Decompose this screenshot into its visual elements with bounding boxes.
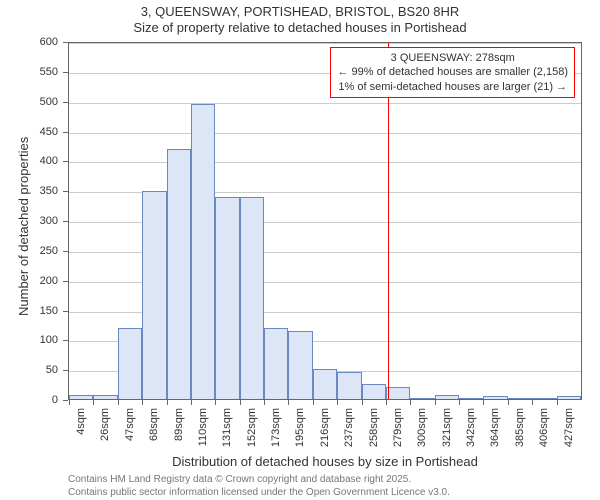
y-axis-label: Number of detached properties <box>16 137 31 316</box>
title-line-1: 3, QUEENSWAY, PORTISHEAD, BRISTOL, BS20 … <box>0 4 600 20</box>
histogram-bar <box>483 396 507 399</box>
x-axis-label: Distribution of detached houses by size … <box>68 454 582 469</box>
histogram-bar <box>410 398 434 399</box>
y-tick-label: 600 <box>0 36 58 48</box>
plot-area: 3 QUEENSWAY: 278sqm ← 99% of detached ho… <box>68 42 582 400</box>
y-tick-label: 550 <box>0 66 58 78</box>
histogram-bar <box>435 395 459 399</box>
y-tick-label: 100 <box>0 334 58 346</box>
histogram-bar <box>69 395 93 399</box>
histogram-bar <box>118 328 142 399</box>
y-tick-label: 450 <box>0 126 58 138</box>
histogram-bar <box>93 395 117 399</box>
histogram-bar <box>508 398 532 399</box>
histogram-bar <box>557 396 581 399</box>
histogram-bar <box>264 328 288 399</box>
histogram-bar <box>191 104 215 399</box>
histogram-bar <box>459 398 483 399</box>
histogram-bar <box>215 197 239 399</box>
legend-box: 3 QUEENSWAY: 278sqm ← 99% of detached ho… <box>330 47 575 98</box>
title-line-2: Size of property relative to detached ho… <box>0 20 600 36</box>
histogram-bar <box>288 331 312 399</box>
histogram-bar <box>386 387 410 399</box>
histogram-bar <box>142 191 166 399</box>
histogram-bar <box>362 384 386 399</box>
footnote: Contains HM Land Registry data © Crown c… <box>68 474 450 499</box>
footnote-line-1: Contains HM Land Registry data © Crown c… <box>68 474 450 487</box>
y-tick-label: 50 <box>0 364 58 376</box>
histogram-bar <box>313 369 337 399</box>
histogram-bar <box>167 149 191 399</box>
chart-title: 3, QUEENSWAY, PORTISHEAD, BRISTOL, BS20 … <box>0 4 600 37</box>
histogram-bar <box>532 398 556 399</box>
legend-line-1: 3 QUEENSWAY: 278sqm <box>337 51 568 65</box>
y-tick-label: 500 <box>0 96 58 108</box>
histogram-bar <box>337 372 361 399</box>
legend-line-2: ← 99% of detached houses are smaller (2,… <box>337 65 568 79</box>
footnote-line-2: Contains public sector information licen… <box>68 487 450 500</box>
legend-line-3: 1% of semi-detached houses are larger (2… <box>337 80 568 94</box>
histogram-bar <box>240 197 264 399</box>
y-tick-label: 0 <box>0 394 58 406</box>
